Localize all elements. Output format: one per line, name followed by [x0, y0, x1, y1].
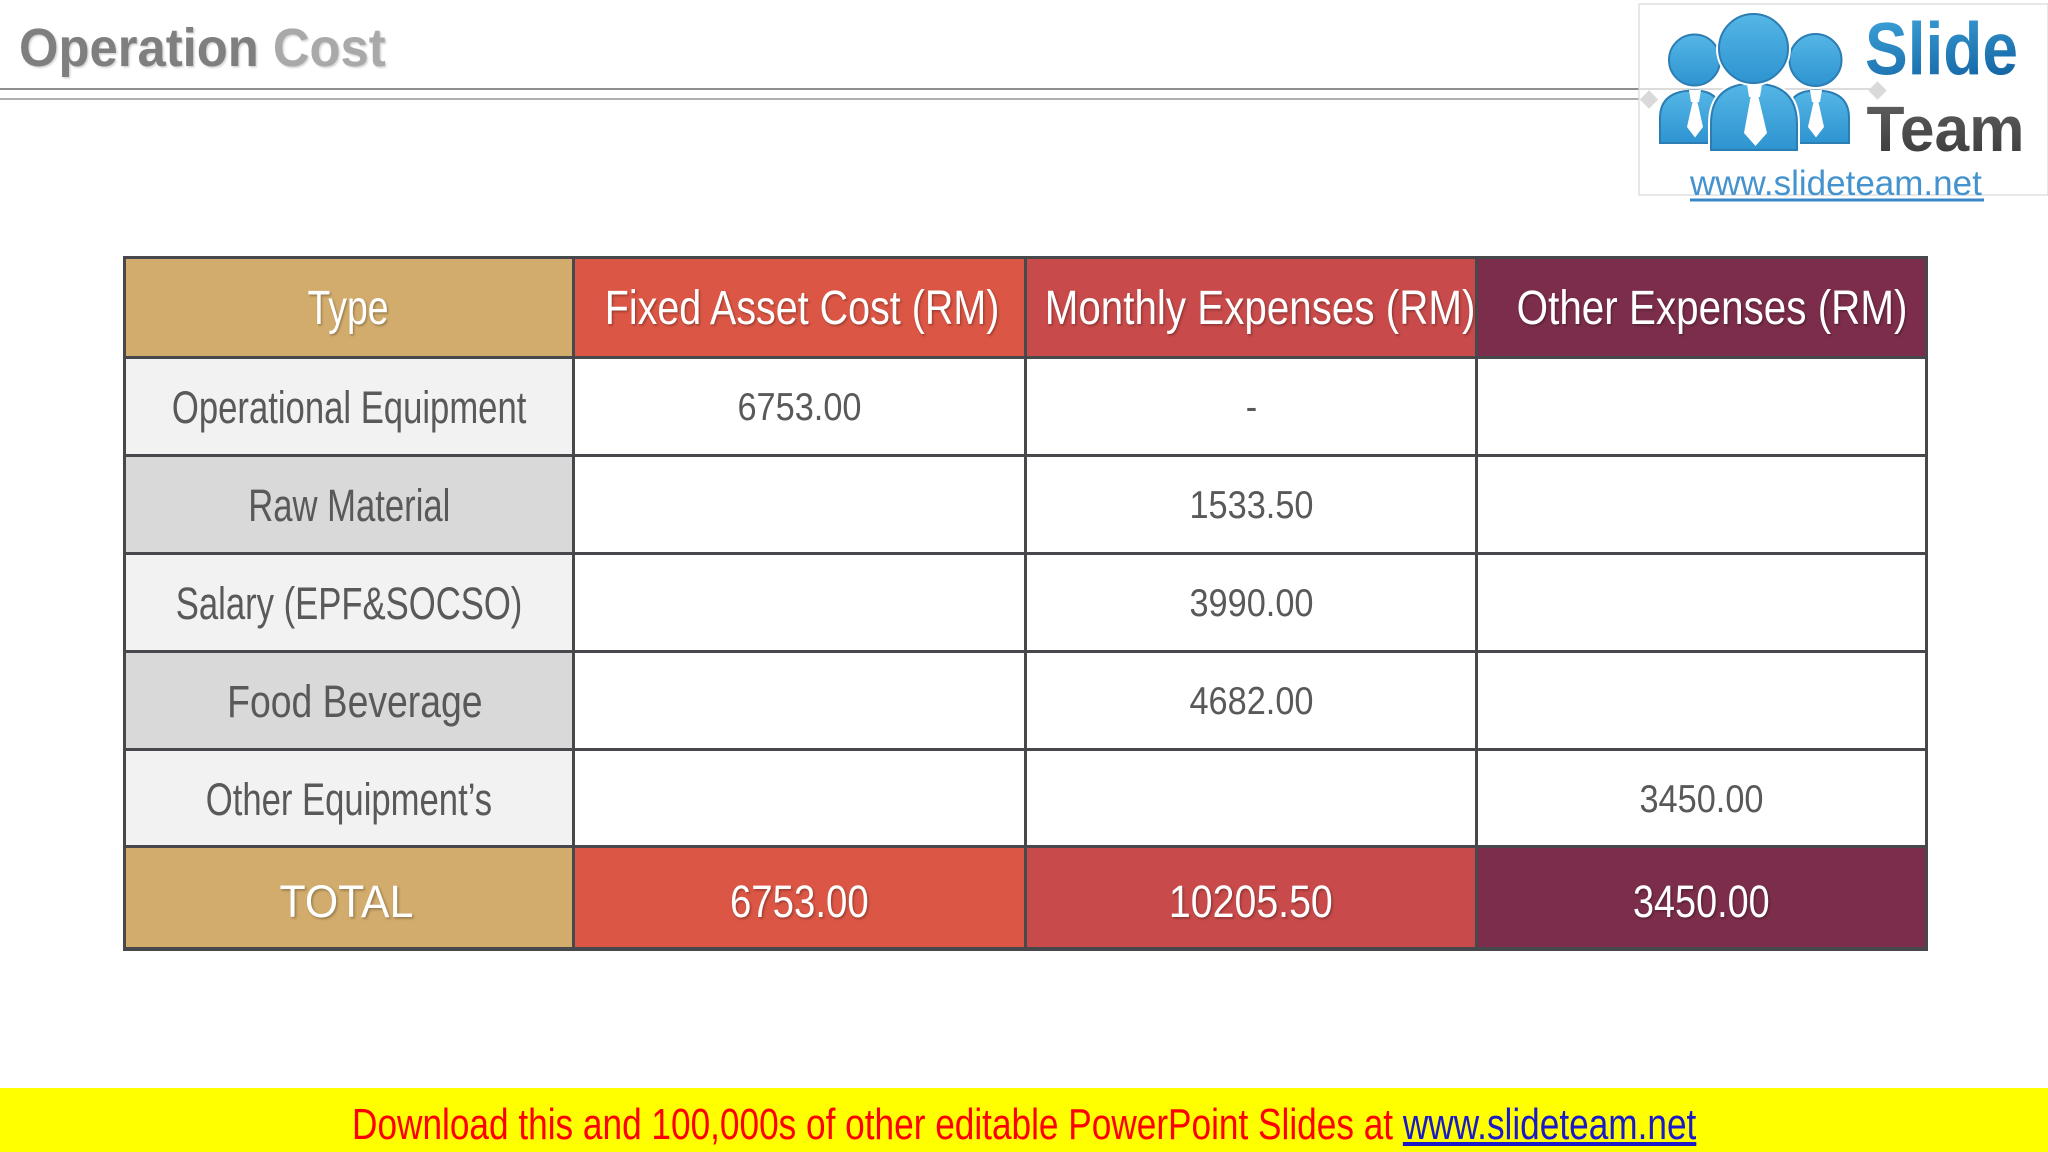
svg-text:Team: Team	[1867, 93, 2025, 165]
svg-text:www.slideteam.net: www.slideteam.net	[1689, 164, 1982, 203]
svg-text:Slide: Slide	[1865, 8, 2018, 91]
